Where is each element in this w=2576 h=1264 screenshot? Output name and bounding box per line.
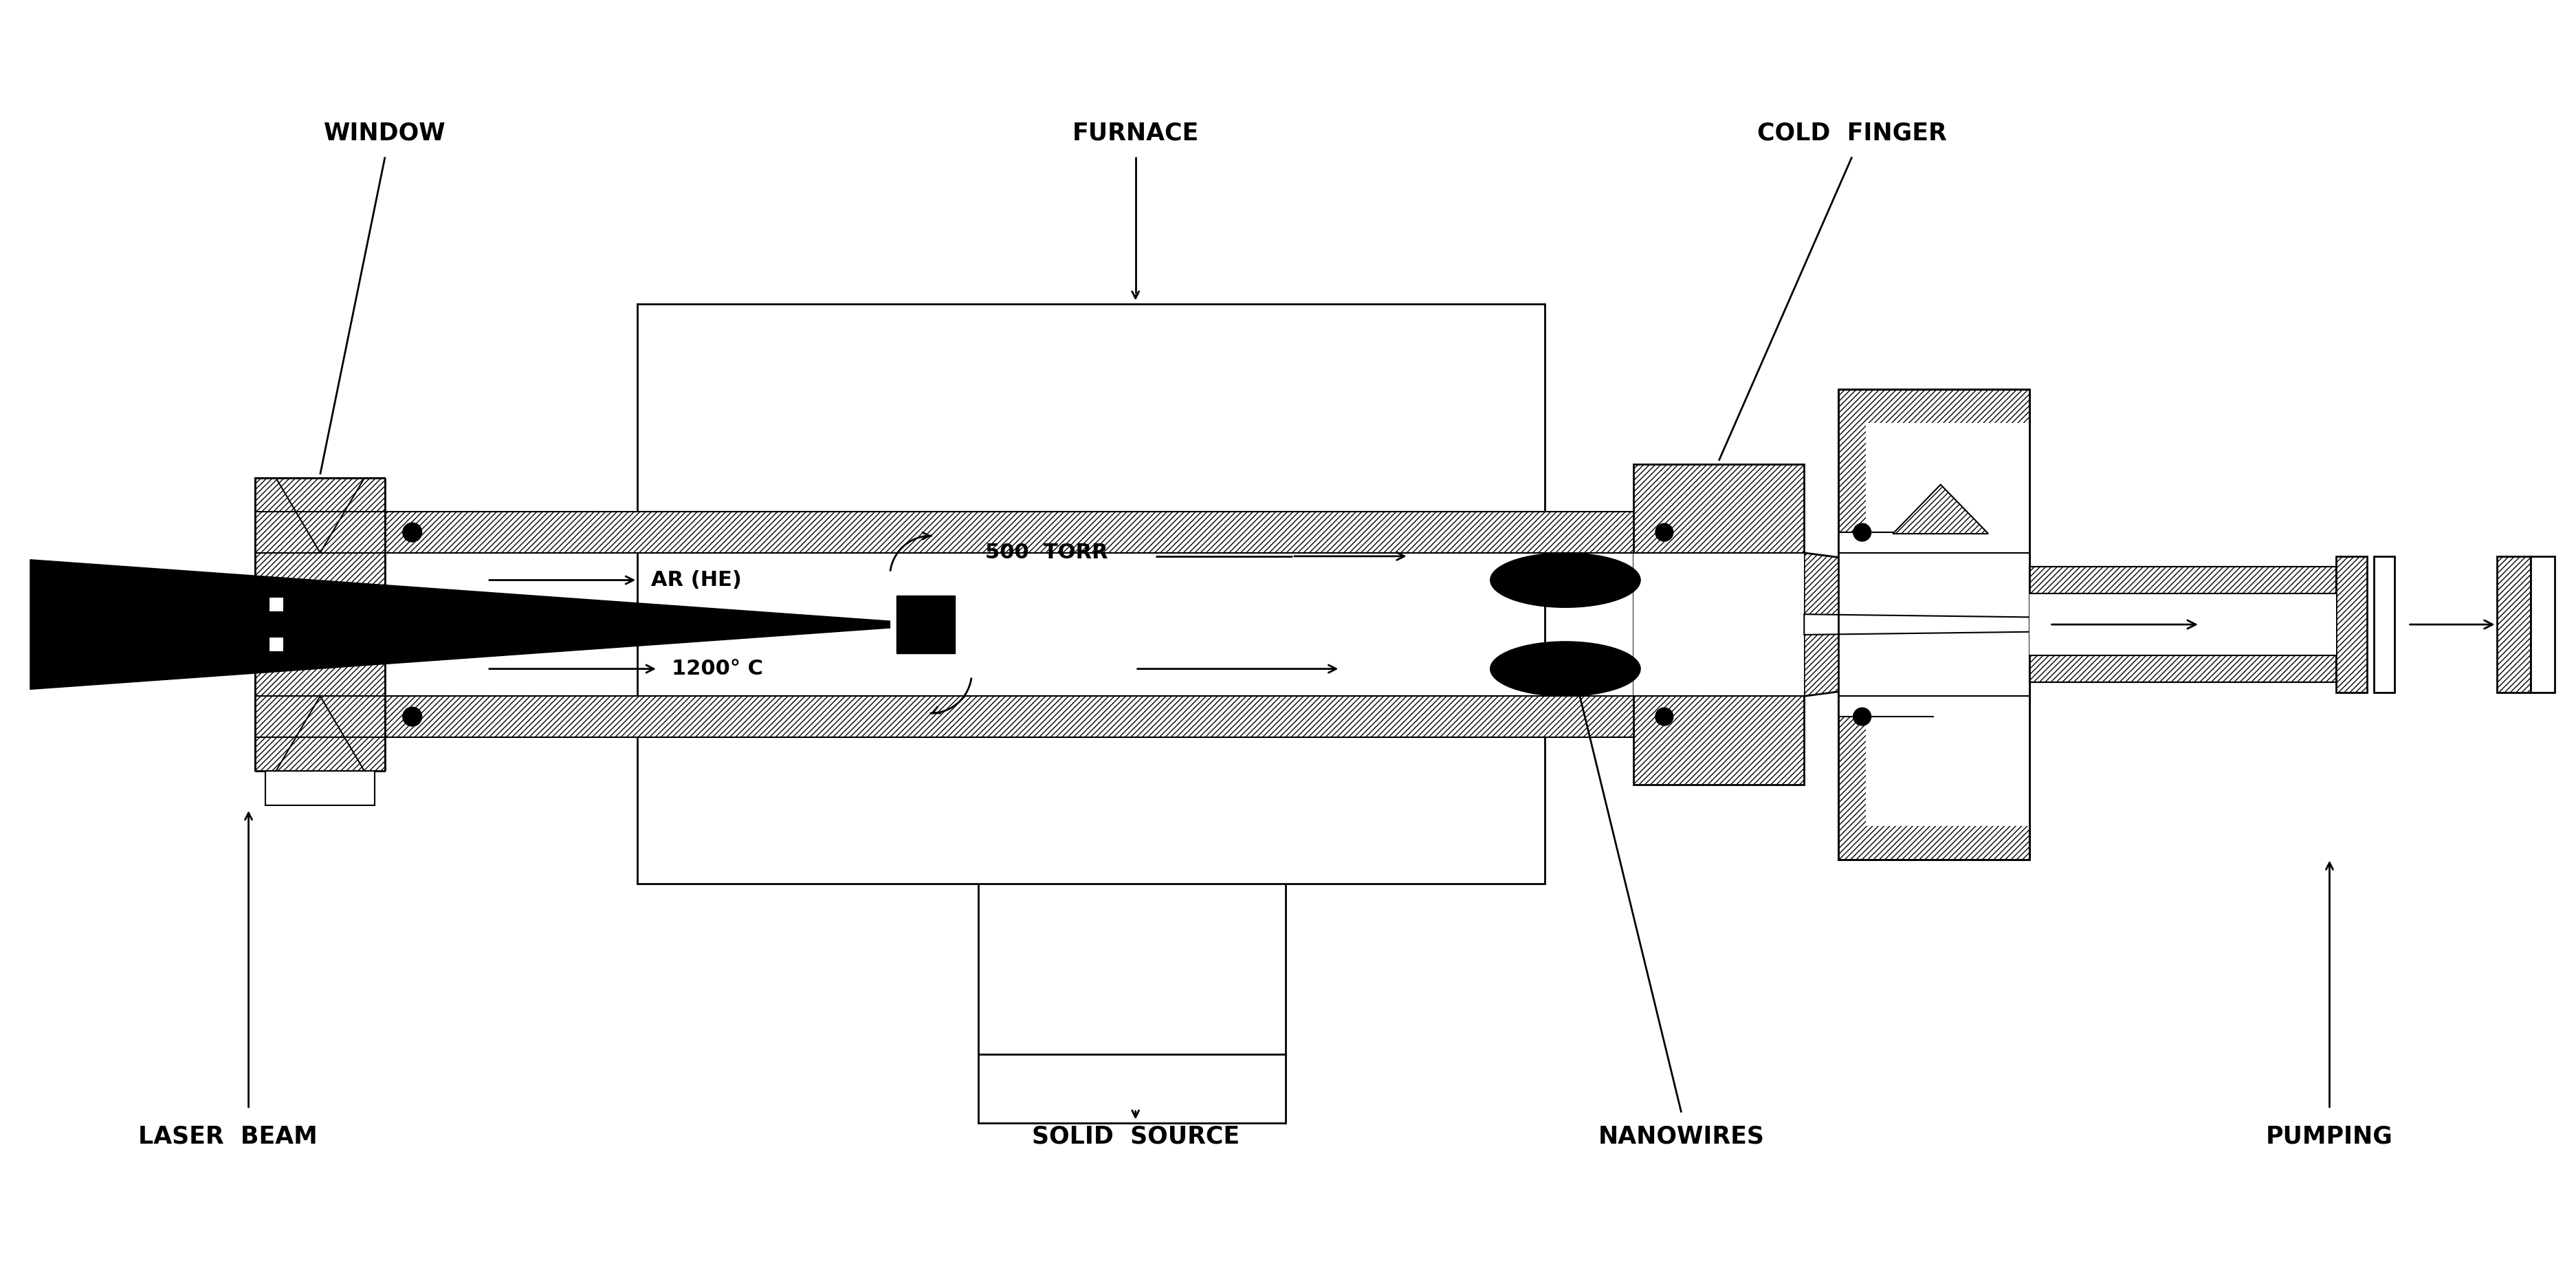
Polygon shape [1803,614,2069,635]
Bar [2496,556,2530,693]
Bar [2336,556,2367,693]
Bar [1865,699,2030,825]
Bar [1633,464,1803,785]
Circle shape [1852,708,1870,726]
Circle shape [402,707,422,727]
Bar [255,628,384,771]
Circle shape [1654,523,1672,541]
Circle shape [402,523,422,542]
Polygon shape [1803,552,2089,696]
Polygon shape [1893,484,1989,533]
Bar [979,1054,1285,1122]
Text: FURNACE: FURNACE [1072,121,1198,145]
Text: PUMPING: PUMPING [2264,1125,2393,1148]
Bar [1837,532,2030,717]
Bar [384,512,1682,552]
Bar [1865,423,2030,550]
Bar [2530,556,2553,693]
Ellipse shape [1489,642,1641,696]
Bar [268,597,283,612]
Text: LASER  BEAM: LASER BEAM [139,1125,317,1148]
Text: AR (HE): AR (HE) [652,570,742,590]
Bar [2030,655,2336,683]
Text: 1200° C: 1200° C [672,659,762,679]
Bar [2030,594,2336,655]
Bar [2030,566,2336,594]
Bar [255,478,384,621]
Bar [896,595,956,653]
Text: WINDOW: WINDOW [325,121,446,145]
Polygon shape [31,560,889,689]
Bar [636,303,1546,884]
Text: SOLID  SOURCE: SOLID SOURCE [1030,1125,1239,1148]
Bar [265,771,374,805]
Text: COLD  FINGER: COLD FINGER [1757,121,1947,145]
Ellipse shape [1489,552,1641,608]
Bar [2372,556,2393,693]
Bar [1837,389,2030,860]
Bar [1633,552,1803,696]
Bar [384,696,1682,737]
Bar [255,617,384,633]
Circle shape [1654,708,1672,726]
Circle shape [1852,523,1870,541]
Text: NANOWIRES: NANOWIRES [1597,1125,1765,1148]
Text: 500  TORR: 500 TORR [984,542,1108,562]
Bar [268,637,283,652]
